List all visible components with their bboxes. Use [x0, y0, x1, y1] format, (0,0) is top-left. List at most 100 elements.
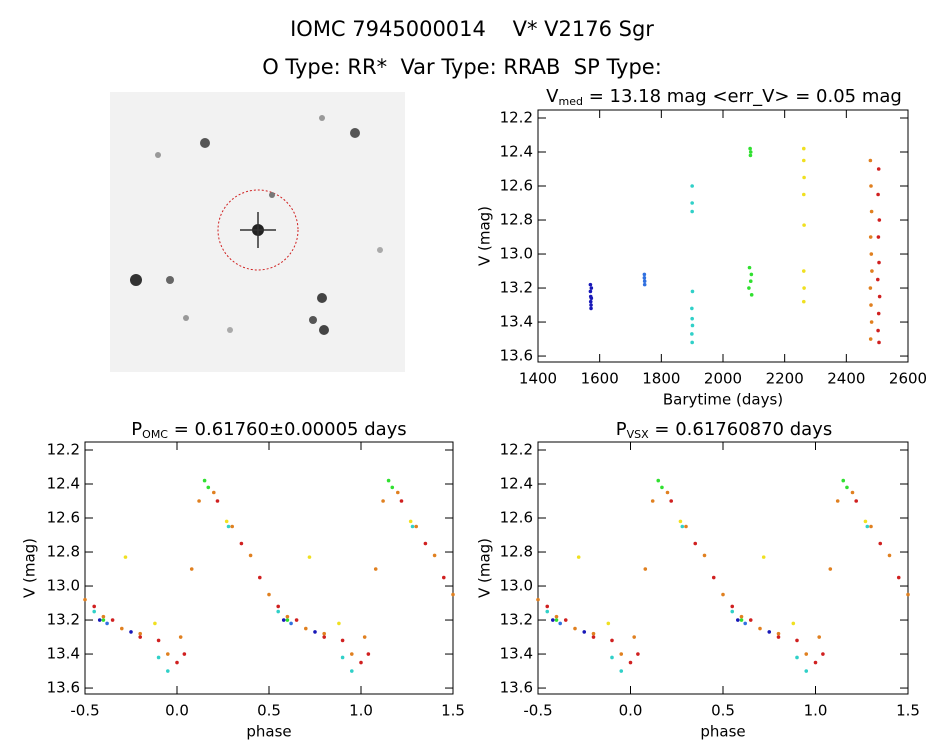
- data-point: [877, 294, 882, 299]
- chart-title: PVSX = 0.61760870 days: [616, 419, 832, 441]
- data-point: [690, 340, 694, 345]
- data-point: [610, 638, 614, 643]
- data-point: [285, 618, 290, 622]
- data-point: [747, 286, 751, 290]
- data-point: [869, 252, 874, 256]
- data-point: [636, 652, 640, 656]
- data-point: [896, 575, 901, 580]
- data-point: [801, 299, 806, 304]
- header-subtitle: O Type: RR* Var Type: RRAB SP Type:: [262, 55, 662, 79]
- y-tick-label: 13.6: [47, 679, 80, 697]
- title-part: med: [559, 95, 583, 108]
- data-point: [876, 192, 880, 197]
- data-point: [224, 519, 229, 524]
- data-point: [776, 635, 781, 639]
- y-tick-label: 12.4: [47, 475, 80, 493]
- data-point: [178, 635, 183, 639]
- data-point: [877, 340, 881, 345]
- data-point: [591, 635, 596, 639]
- data-point: [642, 279, 647, 284]
- y-tick-label: 13.2: [500, 611, 533, 629]
- data-point: [702, 553, 707, 558]
- data-point: [845, 485, 849, 490]
- data-point: [850, 490, 855, 495]
- data-point: [414, 524, 419, 529]
- data-point: [869, 184, 873, 188]
- data-point: [442, 575, 446, 580]
- data-point: [322, 631, 327, 636]
- data-point: [322, 635, 327, 639]
- data-point: [690, 323, 695, 328]
- data-point: [748, 153, 753, 158]
- data-point: [554, 614, 559, 619]
- data-point: [281, 618, 286, 622]
- data-point: [589, 303, 593, 307]
- data-point: [92, 604, 96, 609]
- title-part: P: [616, 419, 627, 440]
- data-point: [870, 269, 874, 273]
- data-point: [828, 567, 833, 571]
- title-part: P: [131, 419, 142, 440]
- data-point: [868, 235, 873, 239]
- x-tick-label: -0.5: [523, 702, 552, 720]
- x-tick-label: 2200: [766, 370, 804, 388]
- data-point: [878, 541, 883, 546]
- x-tick-label: 1.0: [349, 702, 373, 720]
- data-point: [906, 592, 910, 597]
- data-point: [373, 567, 378, 571]
- data-point: [226, 524, 231, 529]
- data-point: [736, 618, 740, 622]
- data-point: [863, 519, 868, 524]
- data-point: [267, 592, 271, 597]
- data-point: [690, 184, 694, 188]
- y-tick-label: 12.8: [500, 543, 533, 561]
- data-point: [97, 618, 102, 622]
- y-tick-label: 13.0: [500, 245, 533, 263]
- data-point: [451, 592, 455, 597]
- data-point: [396, 490, 400, 495]
- data-point: [589, 286, 594, 290]
- y-tick-label: 13.6: [500, 347, 533, 365]
- data-point: [690, 289, 695, 294]
- data-point: [381, 499, 385, 503]
- data-point: [632, 635, 636, 639]
- data-point: [887, 553, 892, 558]
- data-point: [423, 541, 428, 546]
- data-point: [791, 621, 796, 626]
- data-point: [588, 299, 593, 304]
- data-point: [748, 618, 753, 622]
- data-point: [340, 655, 345, 660]
- data-point: [795, 638, 799, 643]
- data-point: [711, 575, 716, 580]
- y-tick-label: 13.4: [500, 645, 533, 663]
- x-tick-label: -0.5: [70, 702, 99, 720]
- data-point: [642, 276, 647, 280]
- y-tick-label: 12.6: [500, 509, 533, 527]
- data-point: [558, 621, 562, 626]
- data-point: [669, 499, 673, 503]
- title-part: = 0.61760±0.00005 days: [168, 419, 407, 440]
- data-point: [350, 669, 354, 673]
- y-tick-label: 13.4: [500, 313, 533, 331]
- x-tick-label: 2600: [889, 370, 927, 388]
- y-axis-label: V (mag): [21, 538, 39, 598]
- y-tick-label: 13.4: [47, 645, 80, 663]
- chart-title: Vmed = 13.18 mag <err_V> = 0.05 mag: [546, 86, 902, 108]
- data-point: [408, 519, 413, 524]
- data-point: [307, 555, 312, 559]
- data-point: [362, 635, 367, 639]
- data-point: [869, 303, 873, 307]
- data-point: [802, 175, 806, 180]
- y-tick-label: 12.6: [500, 177, 533, 195]
- data-point: [588, 289, 593, 294]
- data-point: [690, 201, 694, 205]
- data-point: [138, 631, 142, 636]
- data-point: [821, 652, 825, 656]
- data-point: [739, 614, 744, 619]
- title-part: = 13.18 mag <err_V> = 0.05 mag: [583, 86, 902, 107]
- data-point: [876, 167, 881, 171]
- data-point: [767, 630, 772, 634]
- data-point: [258, 575, 262, 580]
- data-point: [642, 282, 647, 287]
- data-point: [589, 306, 593, 311]
